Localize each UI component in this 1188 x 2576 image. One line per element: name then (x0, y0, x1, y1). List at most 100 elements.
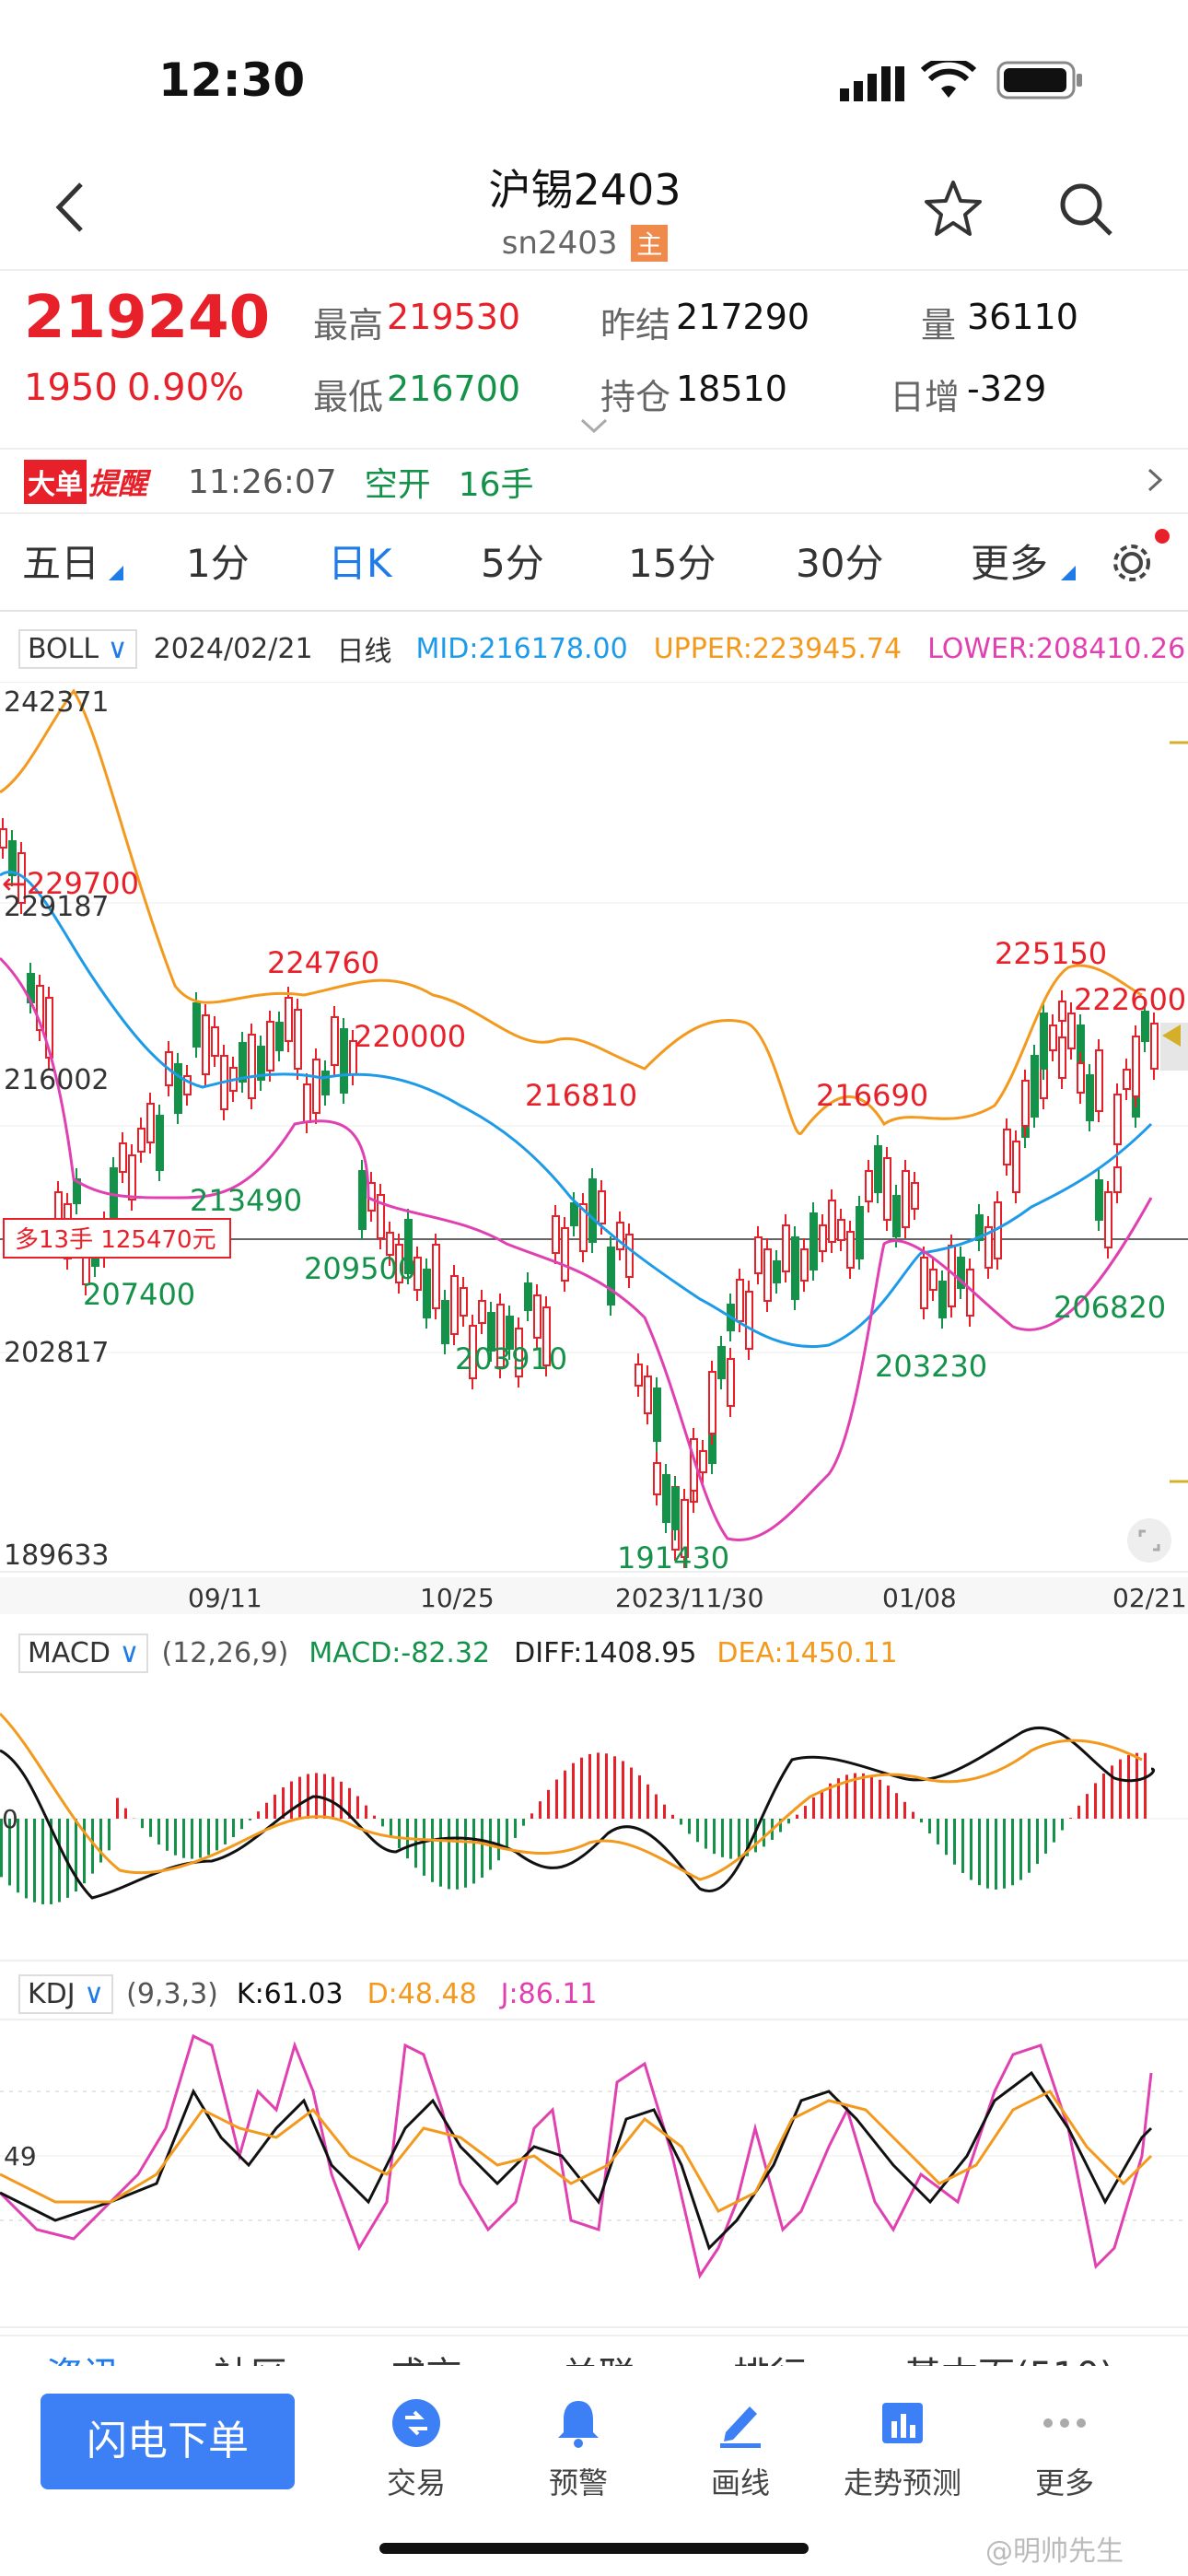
price-marker[interactable] (1160, 1023, 1188, 1071)
macd-bar (1011, 1819, 1014, 1886)
tab-more[interactable]: 更多 (971, 541, 1049, 586)
macd-bar (265, 1802, 268, 1819)
candle-body (644, 1376, 652, 1414)
info-tab-fundamentals[interactable]: 基本面(510) (904, 2346, 1114, 2368)
candle-body (248, 1034, 256, 1099)
expand-quote-icon[interactable] (578, 416, 610, 439)
macd-bar (870, 1775, 873, 1819)
tab-five-day[interactable]: 五日 (22, 541, 100, 586)
dea-line (0, 1712, 1143, 1881)
tab-30min[interactable]: 30分 (796, 541, 884, 586)
candle-body (303, 1083, 311, 1123)
macd-bar (622, 1761, 624, 1819)
macd-bar (1019, 1819, 1022, 1880)
fullscreen-button[interactable] (1127, 1518, 1171, 1563)
boll-upper-line (0, 688, 1143, 1135)
prev-settle-value: 217290 (676, 297, 810, 337)
bottom-bar: 闪电下单 (0, 2366, 1188, 2576)
high-value: 219530 (387, 297, 521, 337)
info-tab-ranking[interactable]: 排行 (733, 2346, 807, 2368)
info-tab-news[interactable]: 资讯 (46, 2346, 120, 2368)
macd-bar (912, 1811, 914, 1819)
macd-selector[interactable]: MACD ∨ (18, 1633, 149, 1673)
star-icon (925, 181, 982, 236)
big-order-alert[interactable]: 大单 提醒 11:26:07 空开 16手 (24, 459, 1166, 505)
tab-15min[interactable]: 15分 (628, 541, 716, 586)
trough-labels: 213490 209500 207400 203910 191430 20323… (83, 1183, 1166, 1575)
favorite-star-button[interactable] (921, 177, 985, 245)
macd-bar (630, 1767, 633, 1819)
macd-bar (937, 1819, 939, 1844)
macd-bar (829, 1783, 832, 1819)
candle-body (119, 1142, 127, 1173)
macd-bar (547, 1789, 550, 1819)
kdj-selector[interactable]: KDJ ∨ (18, 1973, 114, 2014)
candle-body (625, 1234, 634, 1278)
candle-body (45, 997, 53, 1059)
macd-bar (895, 1793, 898, 1819)
kdj-params: (9,3,3) (126, 1977, 218, 2010)
macd-bar (688, 1819, 691, 1834)
candle-body (358, 1170, 367, 1230)
candle-body (736, 1279, 744, 1322)
axis-label-bottom: 189633 (4, 1540, 110, 1572)
kline-chart[interactable]: 242371 229187 216002 202817 189633 ←2297… (0, 682, 1188, 1603)
boll-info: BOLL ∨ 2024/02/21 日线 MID:216178.00 UPPER… (18, 628, 1185, 669)
macd-bar (464, 1819, 467, 1888)
macd-bar (1127, 1755, 1130, 1819)
macd-bar (887, 1786, 890, 1819)
macd-bar (746, 1819, 749, 1856)
tab-daily-k[interactable]: 日K (328, 541, 392, 586)
macd-bar (779, 1819, 782, 1832)
macd-bar (738, 1819, 740, 1859)
trade-button[interactable]: 交易 (343, 2395, 490, 2502)
info-tab-community[interactable]: 社区 (214, 2346, 287, 2368)
macd-bar (1144, 1752, 1147, 1819)
macd-bar (721, 1819, 724, 1857)
draw-line-button[interactable]: 画线 (667, 2395, 814, 2502)
candle-body (809, 1212, 818, 1270)
macd-bar (497, 1819, 500, 1861)
alert-button[interactable]: 预警 (505, 2395, 652, 2502)
trend-forecast-label: 走势预测 (843, 2465, 961, 2500)
macd-bar (787, 1819, 790, 1824)
more-button[interactable]: 更多 (991, 2395, 1138, 2502)
boll-lower-line (0, 956, 1153, 1541)
low-value: 216700 (387, 369, 521, 409)
candle-body (1132, 1036, 1140, 1097)
info-tab-trades[interactable]: 成交 (389, 2346, 462, 2368)
macd-bar (199, 1819, 202, 1858)
candle-body (819, 1224, 827, 1252)
trough-label: 209500 (304, 1251, 416, 1286)
macd-bar (530, 1813, 533, 1819)
candle-body (285, 997, 293, 1042)
chart-settings-button[interactable] (1107, 538, 1157, 591)
candle-body (957, 1257, 965, 1289)
macd-bar (124, 1808, 127, 1819)
candle-body (8, 840, 17, 876)
trough-label: 206820 (1054, 1290, 1166, 1325)
peak-label: 216690 (816, 1078, 928, 1113)
info-tab-related[interactable]: 关联 (562, 2346, 635, 2368)
pen-icon (720, 2406, 761, 2448)
macd-bar (25, 1819, 28, 1899)
indicator-selector[interactable]: BOLL ∨ (18, 628, 137, 669)
back-button[interactable] (44, 175, 99, 240)
tab-5min[interactable]: 5分 (481, 541, 544, 586)
candle-body (386, 1232, 394, 1256)
trend-forecast-button[interactable]: 走势预测 (829, 2395, 976, 2502)
tab-1min[interactable]: 1分 (186, 541, 250, 586)
macd-bar (903, 1801, 906, 1819)
candle-body (1095, 1179, 1103, 1221)
candle-body (478, 1300, 486, 1324)
macd-bar (1119, 1759, 1122, 1819)
macd-bar (696, 1819, 699, 1843)
candle-body (202, 1014, 210, 1075)
boll-mid-line (0, 871, 1153, 1348)
macd-bar (1136, 1752, 1138, 1819)
macd-bar (837, 1778, 840, 1819)
trade-icon (392, 2399, 440, 2447)
search-button[interactable] (1054, 177, 1118, 245)
candle-body (36, 985, 44, 1031)
flash-order-button[interactable]: 闪电下单 (41, 2394, 295, 2489)
